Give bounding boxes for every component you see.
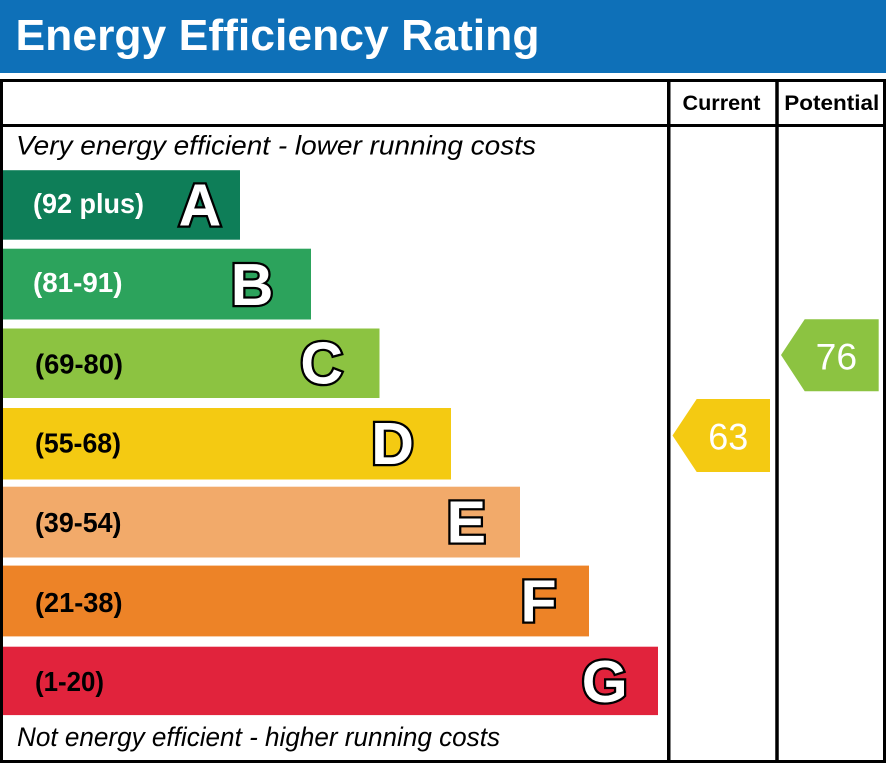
svg-text:Energy Efficiency Rating: Energy Efficiency Rating [16,11,540,60]
svg-text:Potential: Potential [784,92,879,115]
svg-text:D: D [371,411,414,477]
svg-text:(92 plus): (92 plus) [33,188,144,219]
svg-text:Current: Current [683,92,761,115]
svg-text:Very energy efficient - lower: Very energy efficient - lower running co… [16,131,536,161]
svg-text:(55-68): (55-68) [35,428,121,459]
svg-text:G: G [582,649,628,715]
svg-text:B: B [231,252,274,318]
svg-text:C: C [300,331,343,397]
svg-text:F: F [520,568,556,634]
svg-text:(1-20): (1-20) [35,666,104,697]
svg-text:76: 76 [816,337,858,378]
svg-text:63: 63 [708,417,748,458]
svg-text:(21-38): (21-38) [35,587,123,618]
svg-text:(69-80): (69-80) [35,349,123,380]
svg-text:A: A [179,172,222,238]
svg-text:Not energy efficient - higher: Not energy efficient - higher running co… [17,722,500,752]
svg-text:E: E [447,489,486,555]
svg-text:(81-91): (81-91) [33,267,123,298]
svg-text:(39-54): (39-54) [35,507,122,538]
